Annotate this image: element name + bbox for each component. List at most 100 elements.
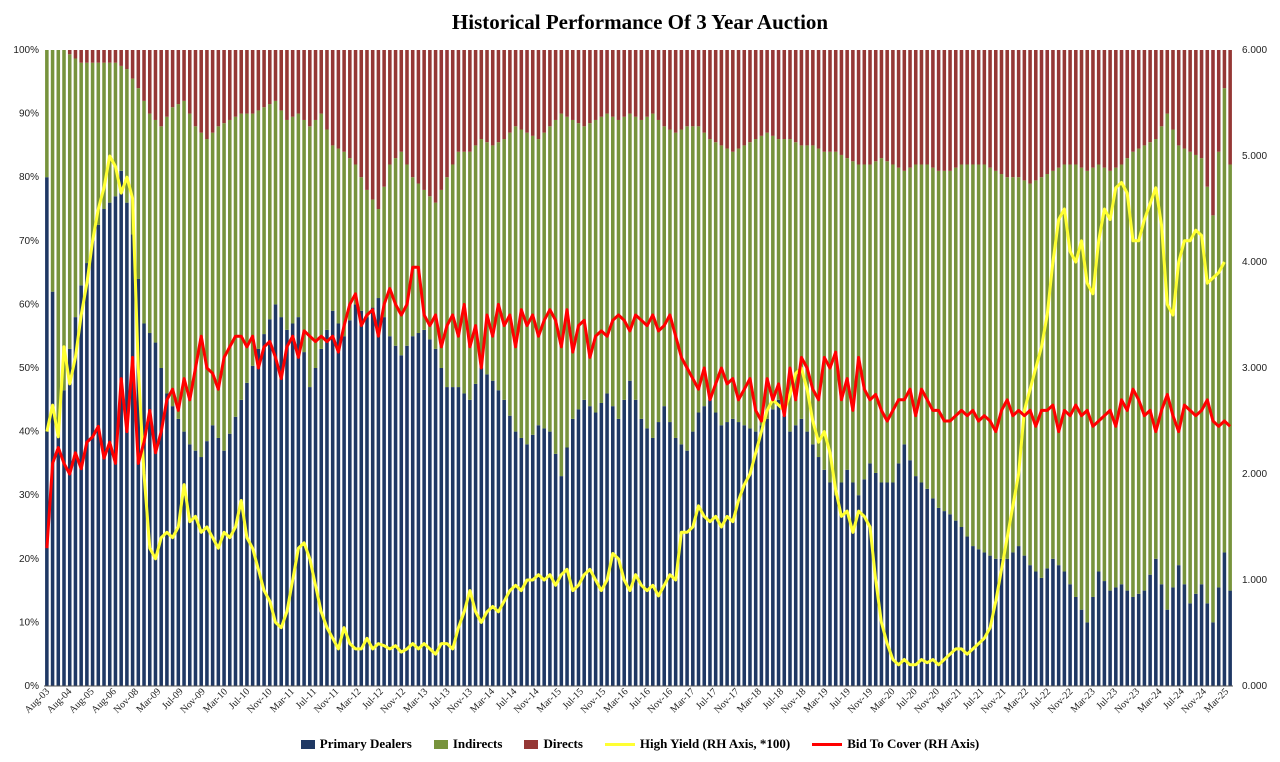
bar-directs xyxy=(228,50,232,120)
bar-directs xyxy=(582,50,586,127)
bar-primary-dealers xyxy=(85,263,89,686)
bar-directs xyxy=(1205,50,1210,187)
bar-primary-dealers xyxy=(439,368,444,686)
bar-primary-dealers xyxy=(651,437,655,686)
bar-indirects xyxy=(290,116,295,324)
bar-directs xyxy=(965,50,969,165)
x-tick-label: Nov-23 xyxy=(1113,686,1142,715)
bar-primary-dealers xyxy=(542,428,546,686)
bar-primary-dealers xyxy=(153,342,158,686)
bar-indirects xyxy=(570,119,575,419)
bar-indirects xyxy=(519,129,524,438)
bar-primary-dealers xyxy=(679,444,684,686)
bar-directs xyxy=(1016,50,1021,178)
x-tick-label: Nov-15 xyxy=(579,686,608,715)
bar-indirects xyxy=(205,139,209,442)
bar-directs xyxy=(365,50,369,190)
bar-primary-dealers xyxy=(611,406,615,686)
bar-indirects xyxy=(1171,129,1175,588)
bar-directs xyxy=(216,50,221,127)
bar-primary-dealers xyxy=(708,399,712,686)
bar-primary-dealers xyxy=(199,457,203,686)
bar-directs xyxy=(1045,50,1049,175)
bar-primary-dealers xyxy=(999,558,1004,686)
bar-primary-dealers xyxy=(1228,590,1232,686)
y-left-tick-label: 50% xyxy=(19,363,39,374)
bar-primary-dealers xyxy=(828,482,832,686)
x-tick-label: Nov-11 xyxy=(312,686,341,715)
bar-indirects xyxy=(1074,164,1078,597)
bar-primary-dealers xyxy=(1051,558,1055,686)
bar-directs xyxy=(736,50,741,149)
bar-indirects xyxy=(1091,167,1095,597)
bar-primary-dealers xyxy=(731,418,735,686)
bar-directs xyxy=(205,50,209,140)
bar-primary-dealers xyxy=(96,224,101,686)
x-tick-label: Mar-15 xyxy=(535,686,564,715)
bar-directs xyxy=(1142,50,1147,146)
y-right-tick-label: 3.000 xyxy=(1242,363,1267,374)
bar-directs xyxy=(256,50,261,111)
bar-directs xyxy=(159,50,163,127)
bar-indirects xyxy=(588,123,592,407)
bar-primary-dealers xyxy=(422,329,426,686)
bar-directs xyxy=(250,50,255,114)
bar-indirects xyxy=(399,151,404,356)
bar-primary-dealers xyxy=(868,463,872,686)
bar-primary-dealers xyxy=(1159,584,1164,686)
bar-primary-dealers xyxy=(176,418,181,686)
bar-directs xyxy=(153,50,158,120)
bar-indirects xyxy=(633,116,638,400)
bar-indirects xyxy=(62,50,66,391)
bar-primary-dealers xyxy=(187,444,192,686)
bar-indirects xyxy=(1194,154,1198,594)
line-high-yield xyxy=(45,154,1226,667)
bar-primary-dealers xyxy=(513,431,518,686)
bar-primary-dealers xyxy=(788,431,792,686)
bar-primary-dealers xyxy=(633,399,638,686)
bar-indirects xyxy=(982,164,987,553)
bar-indirects xyxy=(56,50,61,432)
bar-indirects xyxy=(822,151,827,470)
bar-directs xyxy=(1176,50,1181,146)
bar-directs xyxy=(273,50,278,101)
bar-directs xyxy=(633,50,638,117)
bar-indirects xyxy=(845,158,849,470)
bar-directs xyxy=(1222,50,1227,89)
bar-indirects xyxy=(593,119,598,413)
bar-indirects xyxy=(1051,170,1055,559)
bar-indirects xyxy=(485,142,489,375)
bar-primary-dealers xyxy=(622,399,626,686)
bar-indirects xyxy=(611,116,615,407)
bar-indirects xyxy=(1022,180,1027,556)
y-right-tick-label: 0.000 xyxy=(1242,681,1267,692)
bar-indirects xyxy=(1079,167,1084,610)
x-tick-label: Nov-18 xyxy=(779,686,808,715)
legend-swatch-bid-to-cover xyxy=(812,742,843,746)
bar-indirects xyxy=(1039,177,1044,578)
bar-directs xyxy=(913,50,918,165)
bar-directs xyxy=(719,50,724,146)
y-left-tick-label: 90% xyxy=(19,109,39,120)
bar-indirects xyxy=(708,139,712,400)
bar-directs xyxy=(428,50,432,197)
bar-directs xyxy=(588,50,592,124)
bar-indirects xyxy=(931,167,935,499)
bar-primary-dealers xyxy=(582,399,586,686)
bar-primary-dealers xyxy=(433,348,438,686)
bar-primary-dealers xyxy=(593,412,598,686)
bar-directs xyxy=(1148,50,1152,143)
bar-indirects xyxy=(165,116,169,394)
bar-primary-dealers xyxy=(776,399,781,686)
bar-primary-dealers xyxy=(1171,587,1175,686)
bar-primary-dealers xyxy=(1068,584,1072,686)
bar-directs xyxy=(656,50,661,120)
x-tick-label: Mar-12 xyxy=(335,686,364,715)
bar-primary-dealers xyxy=(502,399,506,686)
bar-primary-dealers xyxy=(908,460,912,686)
bar-indirects xyxy=(668,129,672,423)
bar-indirects xyxy=(622,116,626,400)
bar-primary-dealers xyxy=(130,234,135,686)
bar-indirects xyxy=(119,65,123,171)
bar-indirects xyxy=(285,119,289,330)
